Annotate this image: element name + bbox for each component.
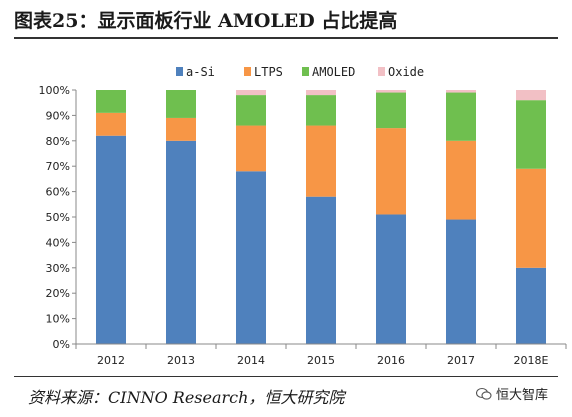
bar-amoled-2015 [306, 95, 336, 126]
stacked-bar-chart: 0% 10% 20% 30% 40% 50% 60% 70% 80% 90% 100% 2012 201… [39, 65, 567, 367]
y-tick-label: 90% [46, 109, 70, 122]
bar-oxide-2015 [306, 90, 336, 96]
legend-label: LTPS [254, 65, 283, 79]
legend-swatch [378, 67, 385, 76]
watermark-label: 恒大智库 [496, 388, 549, 403]
source-note: 资料来源：CINNO Research，恒大研究院 [28, 388, 345, 407]
bar-amoled-2018E [516, 100, 546, 169]
bars-layer [96, 90, 546, 344]
title-rule [14, 37, 558, 39]
x-tick-label: 2013 [167, 354, 195, 367]
x-tick-label: 2018E [514, 354, 549, 367]
bar-amoled-2016 [376, 92, 406, 129]
legend-label: Oxide [388, 65, 424, 79]
x-tick-label: 2017 [447, 354, 475, 367]
legend-label: AMOLED [312, 65, 355, 79]
x-tick-label: 2012 [97, 354, 125, 367]
bar-oxide-2014 [236, 90, 266, 96]
legend: a-Si LTPS AMOLED Oxide [176, 65, 424, 79]
y-tick-label: 0% [53, 338, 70, 351]
bar-a-si-2015 [306, 196, 336, 344]
bar-a-si-2014 [236, 171, 266, 344]
x-tick-label: 2014 [237, 354, 265, 367]
axis-layer: 0% 10% 20% 30% 40% 50% 60% 70% 80% 90% 100% 2012 201… [39, 84, 567, 367]
y-tick-label: 40% [46, 236, 70, 249]
y-tick-label: 70% [46, 160, 70, 173]
legend-swatch [302, 67, 309, 76]
y-tick-label: 20% [46, 287, 70, 300]
y-tick-label: 30% [46, 262, 70, 275]
bar-a-si-2013 [166, 140, 196, 344]
bar-amoled-2014 [236, 95, 266, 126]
bar-ltps-2016 [376, 128, 406, 215]
bar-ltps-2015 [306, 125, 336, 197]
source-rule [14, 376, 558, 377]
y-tick-label: 50% [46, 211, 70, 224]
bar-oxide-2017 [446, 90, 476, 93]
y-tick-label: 80% [46, 135, 70, 148]
bar-a-si-2018E [516, 267, 546, 344]
bar-a-si-2016 [376, 214, 406, 344]
legend-label: a-Si [186, 65, 215, 79]
y-tick-label: 60% [46, 186, 70, 199]
wechat-icon [475, 387, 492, 401]
watermark: 恒大智库 [475, 384, 549, 403]
x-tick-label: 2015 [307, 354, 335, 367]
bar-amoled-2017 [446, 92, 476, 141]
bar-amoled-2013 [166, 90, 196, 118]
bar-a-si-2017 [446, 219, 476, 344]
y-tick-label: 10% [46, 313, 70, 326]
bar-ltps-2017 [446, 140, 476, 220]
bar-amoled-2012 [96, 90, 126, 113]
bar-ltps-2014 [236, 125, 266, 172]
bar-oxide-2018E [516, 90, 546, 101]
legend-swatch [176, 67, 183, 76]
y-tick-label: 100% [39, 84, 70, 97]
chart-title: 图表25：显示面板行业 AMOLED 占比提高 [14, 10, 398, 32]
bar-a-si-2012 [96, 135, 126, 344]
x-tick-label: 2016 [377, 354, 405, 367]
legend-swatch [244, 67, 251, 76]
bar-ltps-2012 [96, 112, 126, 136]
bar-oxide-2016 [376, 90, 406, 93]
bar-ltps-2018E [516, 168, 546, 268]
bar-ltps-2013 [166, 117, 196, 141]
